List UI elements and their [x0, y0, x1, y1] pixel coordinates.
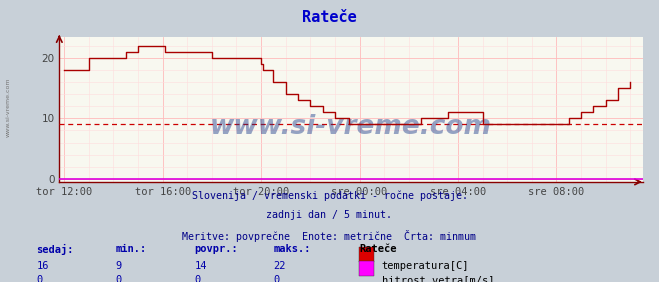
Text: 9: 9 [115, 261, 121, 271]
Text: min.:: min.: [115, 244, 146, 254]
Text: 0: 0 [115, 275, 121, 282]
Text: 0: 0 [273, 275, 279, 282]
Text: maks.:: maks.: [273, 244, 311, 254]
Text: Rateče: Rateče [302, 10, 357, 25]
Text: Slovenija / vremenski podatki - ročne postaje.: Slovenija / vremenski podatki - ročne po… [192, 190, 467, 201]
Text: 0: 0 [194, 275, 200, 282]
Text: Rateče: Rateče [359, 244, 397, 254]
Text: hitrost vetra[m/s]: hitrost vetra[m/s] [382, 275, 494, 282]
Text: zadnji dan / 5 minut.: zadnji dan / 5 minut. [266, 210, 393, 220]
Text: Meritve: povprečne  Enote: metrične  Črta: minmum: Meritve: povprečne Enote: metrične Črta:… [183, 230, 476, 242]
Text: 0: 0 [36, 275, 42, 282]
Text: 16: 16 [36, 261, 49, 271]
Text: povpr.:: povpr.: [194, 244, 238, 254]
Text: sedaj:: sedaj: [36, 244, 74, 255]
Text: www.si-vreme.com: www.si-vreme.com [210, 114, 492, 140]
Text: 14: 14 [194, 261, 207, 271]
Text: temperatura[C]: temperatura[C] [382, 261, 469, 271]
Text: www.si-vreme.com: www.si-vreme.com [5, 78, 11, 137]
Text: 22: 22 [273, 261, 286, 271]
